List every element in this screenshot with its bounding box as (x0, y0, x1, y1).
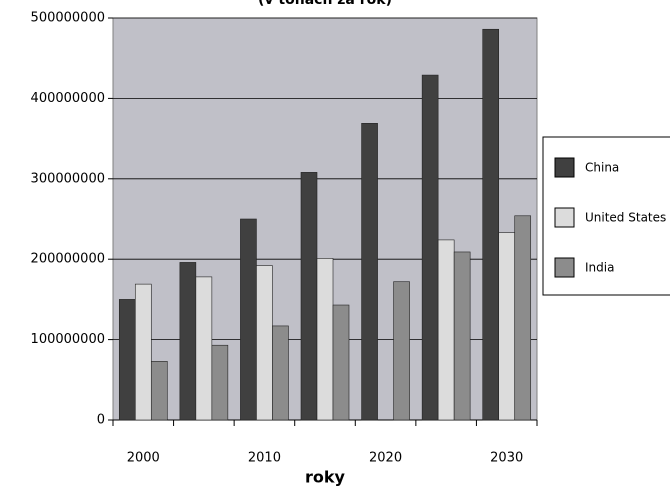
bar (332, 304, 350, 421)
legend-swatch (554, 207, 575, 228)
x-tick-label: 2010 (248, 451, 281, 466)
bar (240, 218, 257, 421)
bar (393, 281, 410, 421)
bar (256, 265, 273, 421)
bar (134, 283, 152, 421)
bar (514, 215, 532, 421)
x-tick-label: 2020 (369, 451, 402, 466)
bar (195, 276, 213, 421)
y-tick-label: 100000000 (31, 332, 105, 347)
y-tick-label: 400000000 (31, 91, 105, 106)
y-tick-label: 300000000 (31, 171, 105, 186)
legend-swatch (554, 257, 575, 278)
legend-label: China (585, 161, 619, 175)
bar (150, 361, 168, 421)
y-tick-label: 500000000 (31, 11, 105, 26)
legend-swatch (554, 157, 575, 178)
y-tick-label: 0 (97, 413, 105, 428)
bar (211, 344, 229, 421)
bar (482, 28, 500, 421)
bar (300, 172, 318, 421)
bar (118, 299, 136, 421)
bar (316, 258, 334, 421)
bar (179, 262, 197, 421)
bar (421, 74, 439, 421)
bar (361, 123, 378, 421)
bar (272, 325, 289, 421)
x-tick-label: 2000 (127, 451, 160, 466)
chart-title: (v tonách za rok) (258, 0, 392, 8)
x-axis-label: roky (305, 468, 346, 487)
x-tick-label: 2030 (490, 451, 523, 466)
y-tick-label: 200000000 (31, 252, 105, 267)
legend-label: India (585, 261, 614, 275)
bar (498, 232, 516, 421)
bar (453, 251, 471, 421)
bar (437, 239, 455, 421)
legend-label: United States (585, 211, 666, 225)
